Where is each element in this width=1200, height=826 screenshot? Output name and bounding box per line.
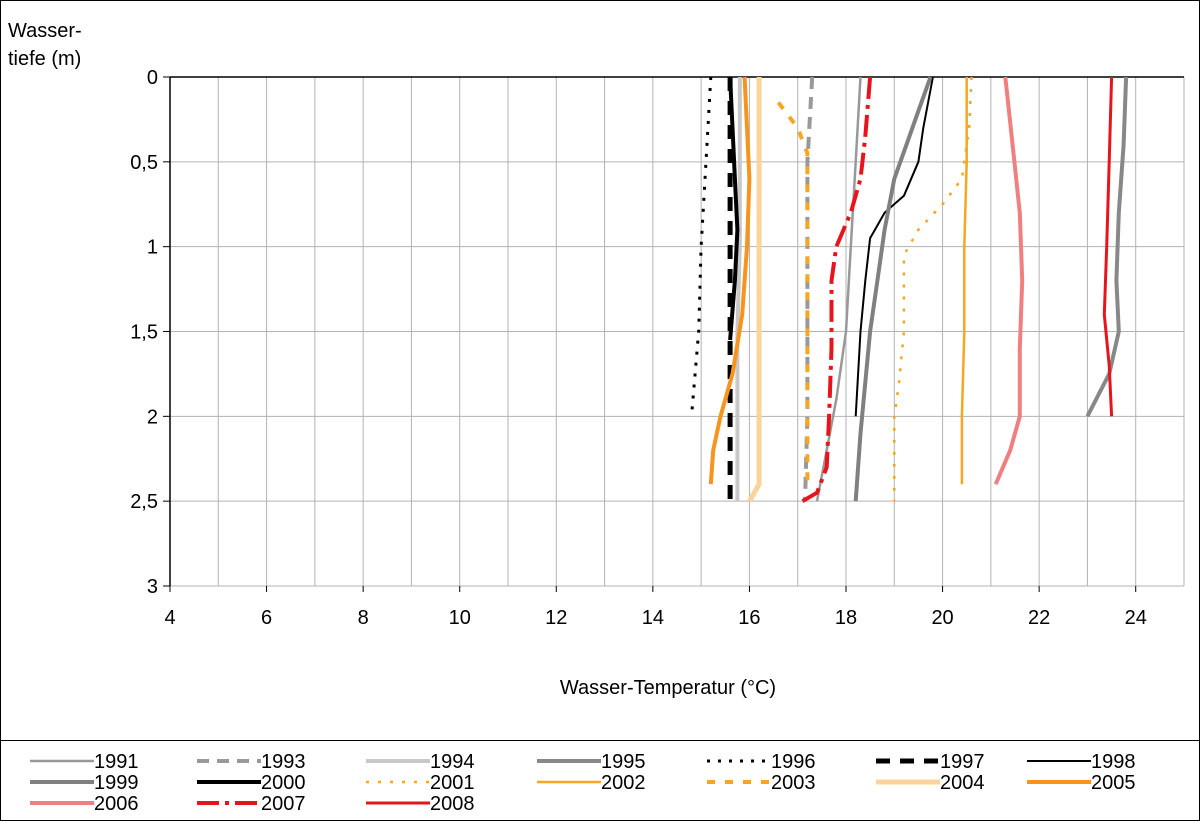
y-tick-label: 0,5 — [130, 152, 158, 174]
legend-label-1998: 1998 — [1091, 751, 1136, 773]
legend-label-2005: 2005 — [1091, 772, 1136, 794]
x-axis-label: Wasser-Temperatur (°C) — [560, 677, 776, 699]
series-line-2007 — [801, 76, 873, 503]
series-line-1993 — [803, 76, 815, 502]
legend-label-1991: 1991 — [94, 751, 139, 773]
x-tick-label: 4 — [164, 607, 175, 629]
y-tick-label: 3 — [147, 576, 158, 598]
legend-label-1994: 1994 — [430, 751, 475, 773]
y-tick-label: 1,5 — [130, 322, 158, 344]
legend-label-1995: 1995 — [601, 751, 646, 773]
x-tick-label: 6 — [261, 607, 272, 629]
x-tick-label: 14 — [642, 607, 664, 629]
legend-label-2004: 2004 — [940, 772, 985, 794]
axes: 0 0,5 1 1,5 2 2,5 34 6 8 10 12 14 16 18 20 22 24 — [130, 67, 1184, 629]
x-tick-label: 22 — [1028, 607, 1050, 629]
y-axis-label-line1: Wasser- — [8, 20, 82, 42]
y-tick-label: 0 — [147, 67, 158, 89]
legend-label-1999: 1999 — [94, 772, 139, 794]
series-line-1996 — [690, 76, 713, 417]
legend-label-2007: 2007 — [261, 793, 306, 815]
series-line-1999 — [853, 76, 933, 502]
grid — [170, 77, 1185, 587]
legend-label-1997: 1997 — [940, 751, 985, 773]
legend-label-2003: 2003 — [771, 772, 816, 794]
y-axis-label-line2: tiefe (m) — [8, 48, 81, 70]
x-tick-label: 16 — [738, 607, 760, 629]
series — [690, 76, 1129, 503]
x-tick-label: 10 — [449, 607, 471, 629]
y-tick-label: 1 — [147, 237, 158, 259]
series-line-1994 — [735, 77, 742, 502]
y-tick-label: 2 — [147, 406, 158, 428]
series-line-2005 — [708, 76, 752, 485]
series-line-2000 — [728, 76, 740, 341]
series-line-2002 — [960, 77, 968, 485]
legend-label-2000: 2000 — [261, 772, 306, 794]
series-line-2004 — [747, 77, 762, 503]
legend: 1991 1993 1994 1995 1996 1997 1998 1999 2000 2001… — [30, 751, 1136, 815]
series-line-1991 — [815, 76, 862, 502]
legend-label-1993: 1993 — [261, 751, 306, 773]
legend-label-2006: 2006 — [94, 793, 139, 815]
x-tick-label: 8 — [358, 607, 369, 629]
series-line-2008 — [1102, 76, 1114, 417]
x-tick-label: 18 — [835, 607, 857, 629]
x-tick-label: 24 — [1125, 607, 1147, 629]
y-tick-label: 2,5 — [130, 491, 158, 513]
legend-label-1996: 1996 — [771, 751, 816, 773]
x-tick-label: 12 — [545, 607, 567, 629]
series-line-2003 — [776, 101, 810, 485]
legend-label-2002: 2002 — [601, 772, 646, 794]
legend-label-2008: 2008 — [430, 793, 475, 815]
legend-label-2001: 2001 — [430, 772, 475, 794]
x-tick-label: 20 — [931, 607, 953, 629]
series-line-2006 — [993, 76, 1025, 485]
series-line-1998 — [854, 76, 934, 417]
